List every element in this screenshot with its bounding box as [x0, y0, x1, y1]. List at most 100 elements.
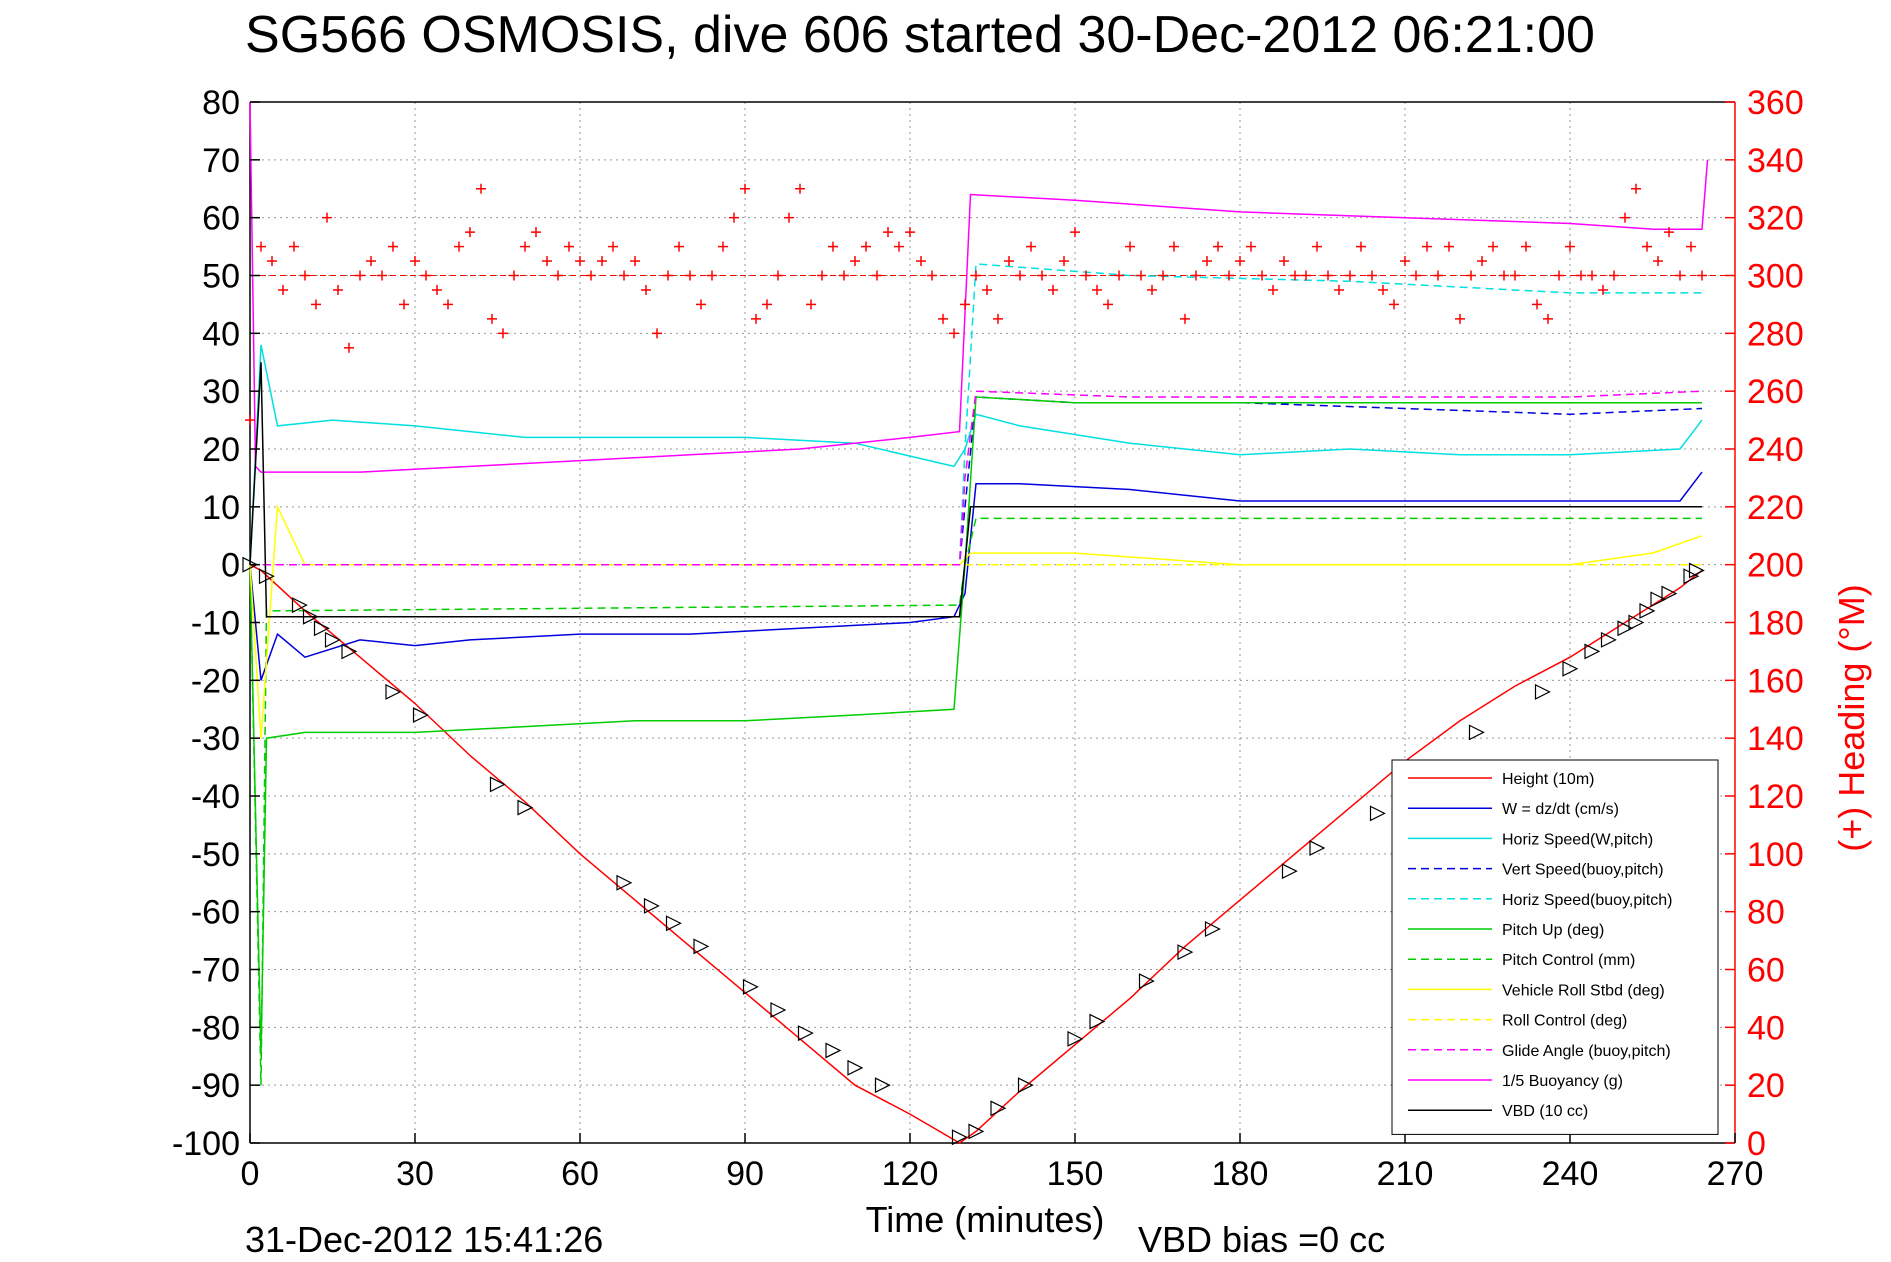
heading-marker: [652, 328, 662, 339]
depth-marker: [665, 915, 682, 932]
legend-entry-10: 1/5 Buoyancy (g): [1502, 1073, 1623, 1090]
right-tick-label: 80: [1747, 894, 1785, 932]
heading-marker: [1411, 270, 1421, 281]
heading-marker: [619, 270, 629, 281]
heading-marker: [740, 183, 750, 194]
heading-marker: [1521, 241, 1531, 252]
left-tick-label: 0: [221, 547, 240, 585]
depth-marker: [990, 1100, 1007, 1117]
heading-marker: [443, 299, 453, 310]
heading-marker: [553, 270, 563, 281]
heading-marker: [520, 241, 530, 252]
heading-marker: [1114, 270, 1124, 281]
left-tick-label: 30: [202, 373, 240, 411]
depth-marker: [874, 1077, 891, 1094]
x-tick-label: 150: [1047, 1155, 1104, 1193]
depth-marker: [1204, 921, 1221, 937]
depth-marker: [1017, 1077, 1034, 1094]
heading-marker: [1466, 270, 1476, 281]
left-tick-label: -80: [191, 1009, 240, 1047]
heading-marker: [1312, 241, 1322, 252]
left-tick-label: -90: [191, 1067, 240, 1105]
heading-marker: [1070, 227, 1080, 238]
depth-marker: [1138, 973, 1155, 990]
heading-marker: [267, 256, 277, 267]
heading-marker: [245, 415, 255, 426]
footer-timestamp: 31-Dec-2012 15:41:26: [245, 1219, 603, 1260]
right-tick-label: 220: [1747, 489, 1804, 527]
heading-marker: [795, 183, 805, 194]
heading-marker: [487, 313, 497, 324]
heading-marker: [1433, 270, 1443, 281]
left-tick-label: -60: [191, 894, 240, 932]
heading-marker: [1004, 256, 1014, 267]
heading-marker: [1488, 241, 1498, 252]
legend-entry-4: Horiz Speed(buoy,pitch): [1502, 892, 1672, 909]
depth-marker: [258, 568, 275, 585]
legend: Height (10m) W = dz/dt (cm/s) Horiz Speed(…: [1391, 759, 1719, 1135]
heading-marker: [1510, 270, 1520, 281]
heading-marker: [1202, 256, 1212, 267]
plot-area: [242, 101, 1735, 1146]
heading-marker: [674, 241, 684, 252]
right-tick-label: 260: [1747, 373, 1804, 411]
right-tick-label: 0: [1747, 1125, 1766, 1163]
heading-marker: [1455, 313, 1465, 324]
depth-marker: [517, 799, 534, 816]
heading-marker: [993, 313, 1003, 324]
heading-marker: [1224, 270, 1234, 281]
legend-entry-3: Vert Speed(buoy,pitch): [1502, 862, 1664, 879]
heading-marker: [1653, 256, 1663, 267]
heading-marker: [1609, 270, 1619, 281]
heading-marker: [377, 270, 387, 281]
heading-marker: [1334, 284, 1344, 295]
heading-marker: [1191, 270, 1201, 281]
heading-marker: [476, 183, 486, 194]
legend-entry-11: VBD (10 cc): [1502, 1103, 1588, 1120]
legend-entry-1: W = dz/dt (cm/s): [1502, 801, 1619, 818]
heading-marker: [1400, 256, 1410, 267]
legend-entry-7: Vehicle Roll Stbd (deg): [1502, 982, 1665, 999]
x-tick-label: 180: [1212, 1155, 1269, 1193]
depth-marker: [1177, 944, 1194, 961]
heading-marker: [432, 284, 442, 295]
depth-marker: [1617, 620, 1634, 637]
right-tick-label: 300: [1747, 258, 1804, 296]
heading-marker: [1345, 270, 1355, 281]
left-tick-label: -50: [191, 836, 240, 874]
depth-marker: [1089, 1013, 1106, 1030]
heading-marker: [1279, 256, 1289, 267]
heading-marker: [872, 270, 882, 281]
left-tick-label: -40: [191, 778, 240, 816]
heading-marker: [718, 241, 728, 252]
heading-marker: [850, 256, 860, 267]
heading-marker: [564, 241, 574, 252]
heading-marker: [1323, 270, 1333, 281]
heading-marker: [817, 270, 827, 281]
heading-marker: [1532, 299, 1542, 310]
depth-marker: [385, 683, 402, 700]
depth-marker: [302, 608, 319, 625]
heading-marker: [1180, 313, 1190, 324]
series-line-6: [249, 517, 1702, 1086]
heading-marker: [289, 241, 299, 252]
heading-marker: [828, 241, 838, 252]
heading-marker: [1257, 270, 1267, 281]
heading-marker: [1444, 241, 1454, 252]
left-tick-label: -30: [191, 720, 240, 758]
x-axis-label: Time (minutes): [866, 1199, 1105, 1240]
heading-marker: [1686, 241, 1696, 252]
heading-marker: [399, 299, 409, 310]
heading-marker: [1246, 241, 1256, 252]
x-tick-label: 120: [882, 1155, 939, 1193]
heading-marker: [938, 313, 948, 324]
left-tick-label: 20: [202, 431, 240, 469]
series-line-2: [249, 344, 1703, 565]
heading-marker: [1565, 241, 1575, 252]
left-axis-ticks: 80 70 60 50 40 30 20 10 0 -10 -20 -30 -40 -50 -60 -70 -8…: [172, 84, 260, 1163]
heading-marker: [1125, 241, 1135, 252]
heading-marker: [861, 241, 871, 252]
depth-marker: [742, 978, 759, 995]
heading-marker: [1081, 270, 1091, 281]
legend-entry-2: Horiz Speed(W,pitch): [1502, 831, 1653, 848]
